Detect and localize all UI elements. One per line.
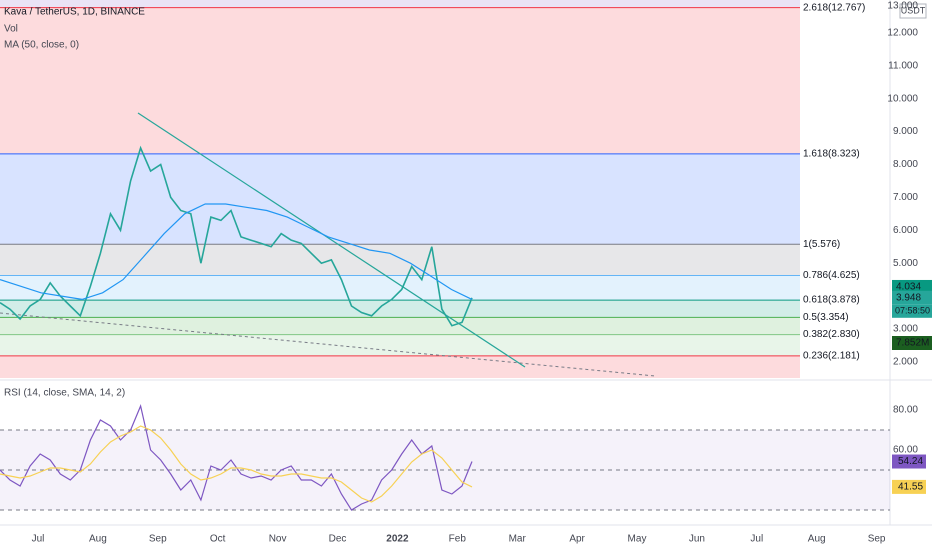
indicator-label: RSI (14, close, SMA, 14, 2) — [4, 388, 125, 399]
y-tick-label: 12.000 — [887, 28, 918, 39]
x-tick-label: Mar — [509, 534, 527, 545]
volume-badge — [892, 336, 932, 350]
y-tick-label: 11.000 — [888, 60, 918, 71]
y-tick-label: 2.000 — [893, 357, 918, 368]
x-tick-label: Aug — [89, 534, 107, 545]
x-tick-label: Feb — [449, 534, 467, 545]
y-tick-label: 5.000 — [893, 258, 918, 269]
x-tick-label: Sep — [149, 534, 167, 545]
fib-zone — [0, 334, 800, 356]
fib-zone — [0, 0, 800, 8]
rsi-badge-label: 41.55 — [898, 482, 923, 493]
y-tick-label: 8.000 — [893, 159, 918, 170]
fib-zone — [0, 244, 800, 276]
x-tick-label: Jul — [32, 534, 45, 545]
price-badge-label: 4.034 — [896, 282, 921, 293]
fib-label: 0.5(3.354) — [803, 312, 849, 323]
fib-zone — [0, 355, 800, 378]
fib-label: 0.618(3.878) — [803, 295, 860, 306]
fib-label: 0.382(2.830) — [803, 329, 860, 340]
y-tick-label: 6.000 — [893, 225, 918, 236]
y-tick-label: 3.000 — [893, 324, 918, 335]
currency-box[interactable] — [899, 3, 927, 19]
x-tick-label: Apr — [569, 534, 585, 545]
series-line — [0, 145, 473, 327]
indicator-label: MA (50, close, 0) — [4, 40, 79, 51]
fib-label: 1(5.576) — [803, 239, 840, 250]
y-tick-label: 9.000 — [893, 126, 918, 137]
x-tick-label: Aug — [808, 534, 826, 545]
currency: USDT — [901, 5, 926, 15]
x-tick-label: Oct — [210, 534, 226, 545]
x-tick-label: Sep — [868, 534, 886, 545]
fib-zone — [0, 317, 800, 335]
series-line — [0, 425, 473, 503]
x-tick-label: 2022 — [386, 534, 409, 545]
countdown: 07:58:50 — [895, 306, 930, 316]
y-tick-label: 80.00 — [893, 405, 918, 416]
fib-label: 2.618(12.767) — [803, 2, 865, 13]
x-tick-label: Jun — [689, 534, 705, 545]
rsi-band — [0, 430, 890, 510]
fib-label: 0.236(2.181) — [803, 351, 860, 362]
x-tick-label: May — [628, 534, 647, 545]
price-badge — [892, 290, 932, 305]
chart-title: Kava / TetherUS, 1D, BINANCE — [4, 7, 145, 18]
x-tick-label: Jul — [750, 534, 763, 545]
x-tick-label: Nov — [269, 534, 287, 545]
y-tick-label: 13.000 — [887, 1, 918, 12]
price-badge — [892, 279, 932, 294]
indicator-label: Vol — [4, 24, 18, 35]
trend-line — [137, 112, 526, 368]
rsi-badge — [892, 479, 926, 494]
y-tick-label: 10.000 — [887, 93, 918, 104]
x-tick-label: Dec — [329, 534, 347, 545]
rsi-badge — [892, 454, 926, 469]
fib-label: 1.618(8.323) — [803, 149, 860, 160]
fib-zone — [0, 300, 800, 318]
fib-zone — [0, 7, 800, 154]
rsi-badge-label: 54.24 — [898, 456, 923, 467]
countdown-badge — [892, 304, 932, 318]
series-line — [0, 203, 473, 301]
fib-zone — [0, 153, 800, 245]
fib-zone — [0, 275, 800, 301]
volume-label: 7.852M — [896, 338, 929, 349]
y-tick-label: 60.00 — [893, 445, 918, 456]
y-tick-label: 7.000 — [893, 192, 918, 203]
trend-line-dashed — [0, 312, 656, 377]
fib-label: 0.786(4.625) — [803, 270, 860, 281]
price-badge-label: 3.948 — [896, 292, 921, 303]
